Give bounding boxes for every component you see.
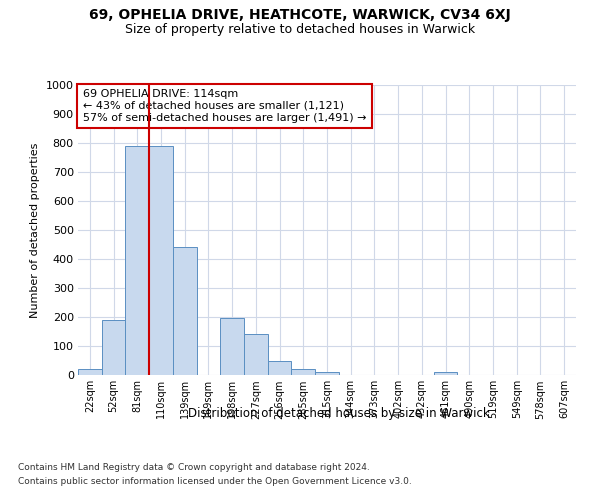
Text: Contains HM Land Registry data © Crown copyright and database right 2024.: Contains HM Land Registry data © Crown c… (18, 462, 370, 471)
Text: 69, OPHELIA DRIVE, HEATHCOTE, WARWICK, CV34 6XJ: 69, OPHELIA DRIVE, HEATHCOTE, WARWICK, C… (89, 8, 511, 22)
Bar (220, 318, 244, 375)
Bar (125, 146, 149, 375)
Bar (149, 146, 173, 375)
Bar (292, 369, 315, 375)
Bar (102, 320, 125, 375)
Y-axis label: Number of detached properties: Number of detached properties (30, 142, 40, 318)
Text: Distribution of detached houses by size in Warwick: Distribution of detached houses by size … (188, 408, 490, 420)
Bar (434, 372, 457, 375)
Text: 69 OPHELIA DRIVE: 114sqm
← 43% of detached houses are smaller (1,121)
57% of sem: 69 OPHELIA DRIVE: 114sqm ← 43% of detach… (83, 90, 367, 122)
Bar (173, 248, 197, 375)
Bar (78, 369, 102, 375)
Bar (268, 360, 292, 375)
Text: Size of property relative to detached houses in Warwick: Size of property relative to detached ho… (125, 22, 475, 36)
Text: Contains public sector information licensed under the Open Government Licence v3: Contains public sector information licen… (18, 478, 412, 486)
Bar (244, 334, 268, 375)
Bar (315, 372, 339, 375)
